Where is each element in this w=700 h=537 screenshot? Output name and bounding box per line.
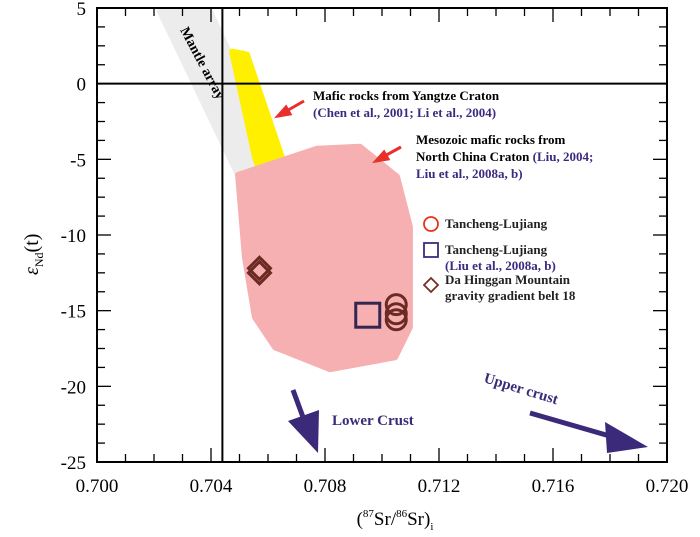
data-point-circle	[384, 293, 408, 317]
legend-marker-diamond	[422, 276, 440, 294]
upper-crust-arrow	[529, 410, 648, 453]
legend-label: Da Hinggan Mountain	[445, 272, 571, 287]
yangtze-annotation: Mafic rocks from Yangtze Craton (Chen et…	[274, 88, 500, 120]
region-mesozoic-mafic-rocks-from-north-china-craton	[235, 143, 413, 373]
ncc-annotation: Mesozoic mafic rocks from North China Cr…	[372, 132, 593, 181]
x-tick-label: 0.716	[532, 476, 575, 497]
y-tick-label: -10	[61, 226, 86, 247]
upper-crust-label: Upper crust	[482, 371, 560, 409]
y-tick-label: 5	[77, 0, 87, 20]
x-tick-label: 0.708	[304, 476, 347, 497]
y-tick-label: -25	[61, 453, 86, 474]
x-axis-label: (87Sr/86Sr)i	[357, 508, 434, 533]
y-tick-label: -5	[70, 150, 86, 171]
legend-label: Tancheng-Lujiang	[445, 216, 548, 231]
x-tick-label: 0.700	[76, 476, 119, 497]
data-point-diamond	[246, 255, 273, 282]
legend-label: (Liu et al., 2008a, b)	[445, 258, 556, 273]
data-point-diamond	[246, 259, 273, 286]
y-axis-label: εNd(t)	[21, 234, 46, 275]
data-point-square	[354, 301, 382, 329]
legend-label: gravity gradient belt 18	[445, 288, 576, 303]
lower-crust-arrow	[288, 389, 319, 453]
ncc-line2a: North China Craton	[416, 149, 533, 164]
yangtze-ref: (Chen et al., 2001; Li et al., 2004)	[313, 105, 496, 120]
legend-label: Tancheng-Lujiang	[445, 242, 548, 257]
x-tick-label: 0.704	[190, 476, 233, 497]
legend-marker-circle	[423, 216, 439, 232]
data-point-circle	[384, 302, 408, 326]
ncc-line1: Mesozoic mafic rocks from	[416, 132, 565, 147]
yangtze-title: Mafic rocks from Yangtze Craton	[313, 88, 500, 103]
data-point-circle	[384, 308, 408, 332]
y-tick-label: -15	[61, 302, 86, 323]
ncc-line2: North China Craton (Liu, 2004;	[416, 149, 593, 164]
ncc-pointer-arrow	[372, 145, 402, 164]
ncc-line3: Liu et al., 2008a, b)	[416, 166, 523, 181]
yangtze-pointer-arrow	[274, 99, 305, 119]
x-tick-label: 0.712	[418, 476, 461, 497]
ncc-line2b: (Liu, 2004;	[533, 149, 594, 164]
lower-crust-label: Lower Crust	[332, 413, 414, 429]
x-tick-label: 0.720	[646, 476, 689, 497]
y-tick-label: 0	[77, 75, 87, 96]
plot-frame	[96, 7, 668, 463]
legend-marker-square	[423, 242, 439, 258]
y-tick-label: -20	[61, 377, 86, 398]
